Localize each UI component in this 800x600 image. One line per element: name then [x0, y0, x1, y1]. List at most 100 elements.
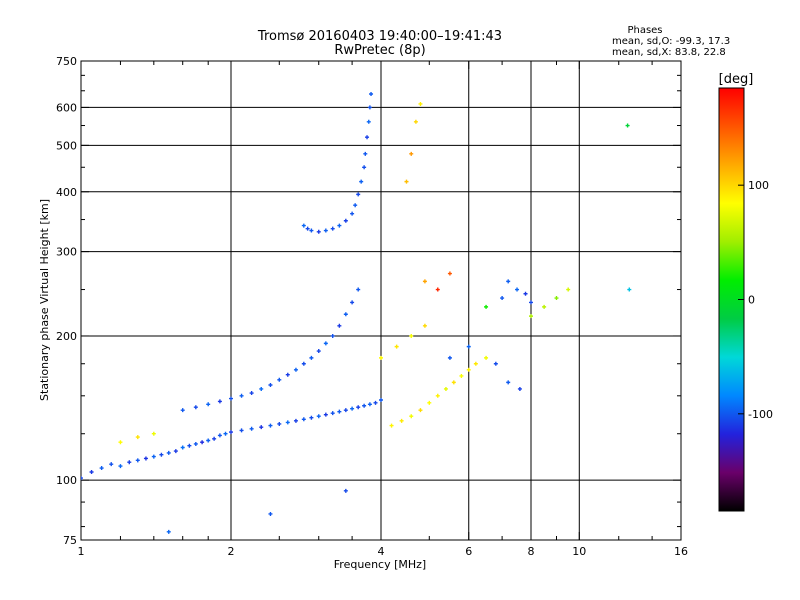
echo-point — [173, 449, 178, 454]
echo-point — [353, 203, 358, 208]
echo-point — [350, 300, 355, 305]
x-axis-label: Frequency [MHz] — [334, 558, 426, 571]
echo-point — [367, 105, 372, 110]
echo-point — [212, 436, 217, 441]
echo-point — [277, 421, 282, 426]
echo-point — [409, 151, 414, 156]
echo-point — [223, 431, 228, 436]
echo-point — [330, 411, 335, 416]
echo-point — [135, 435, 140, 440]
echo-point — [330, 226, 335, 231]
x-tick-label: 6 — [465, 545, 472, 558]
x-tick-label: 16 — [674, 545, 688, 558]
echo-point — [309, 355, 314, 360]
echo-point — [435, 287, 440, 292]
axis-tick-labels: 1 2 4 6 8 10 16 75 100 200 300 400 500 600 750 — [56, 55, 688, 558]
echo-point — [356, 192, 361, 197]
echo-point — [135, 458, 140, 463]
echo-point — [285, 372, 290, 377]
echo-point — [356, 405, 361, 410]
echo-point — [229, 396, 233, 401]
echo-point — [409, 414, 414, 419]
echo-point — [404, 179, 409, 184]
echo-point — [337, 409, 342, 414]
y-axis-label: Stationary phase Virtual Height [km] — [38, 199, 51, 401]
echo-point — [206, 438, 211, 443]
echo-point — [143, 456, 148, 461]
echo-point — [443, 386, 448, 391]
echo-point — [379, 355, 383, 360]
echo-point — [409, 333, 414, 338]
x-tick-label: 10 — [572, 545, 586, 558]
echo-point — [473, 361, 478, 366]
echo-point — [316, 229, 321, 234]
echo-point — [293, 418, 298, 423]
echo-point — [466, 367, 471, 372]
echo-point — [459, 373, 464, 378]
echo-point — [343, 218, 348, 223]
echo-point — [515, 287, 520, 292]
phase-stats-o: mean, sd,O: -99.3, 17.3 — [612, 36, 730, 47]
echo-point — [268, 382, 273, 387]
x-tick-label: 8 — [528, 545, 535, 558]
y-tick-label: 600 — [56, 101, 77, 114]
echo-point — [166, 450, 171, 455]
echo-point — [151, 454, 156, 459]
colorbar-tick-label: -100 — [748, 408, 773, 421]
axis-ticks — [80, 60, 682, 541]
echo-point — [523, 291, 528, 296]
echo-point — [394, 344, 399, 349]
echo-point — [301, 361, 306, 366]
echo-point — [466, 344, 471, 349]
echo-point — [268, 511, 273, 516]
echo-point — [277, 377, 282, 382]
echo-point — [379, 398, 383, 403]
echo-point — [373, 400, 378, 405]
echo-point — [418, 408, 423, 413]
echo-point — [305, 226, 310, 231]
echo-point — [343, 488, 348, 493]
echo-point — [293, 367, 298, 372]
echo-point — [206, 402, 211, 407]
echo-point — [447, 271, 452, 276]
echo-point — [422, 279, 427, 284]
echo-point — [285, 420, 290, 425]
y-tick-label: 300 — [56, 246, 77, 259]
echo-point — [435, 393, 440, 398]
echo-point — [350, 406, 355, 411]
data-points — [81, 91, 632, 534]
y-tick-label: 200 — [56, 330, 77, 343]
echo-point — [542, 304, 547, 309]
echo-point — [484, 304, 489, 309]
x-tick-label: 1 — [78, 545, 85, 558]
colorbar-unit: [deg] — [719, 72, 754, 87]
x-tick-label: 2 — [228, 545, 235, 558]
echo-point — [259, 425, 264, 430]
echo-point — [350, 211, 355, 216]
echo-point — [151, 431, 156, 436]
chart-subtitle: RwPretec (8p) — [334, 43, 425, 58]
echo-point — [529, 314, 533, 319]
echo-point — [268, 423, 273, 428]
colorbar-tick-label: 0 — [748, 294, 755, 307]
echo-point — [99, 466, 104, 471]
echo-point — [422, 323, 427, 328]
echo-point — [309, 415, 314, 420]
chart-title: Tromsø 20160403 19:40:00–19:41:43 — [257, 29, 502, 44]
echo-point — [356, 287, 361, 292]
echo-point — [627, 287, 632, 292]
echo-point — [451, 380, 456, 385]
echo-point — [500, 296, 505, 301]
echo-point — [217, 433, 222, 438]
echo-point — [118, 440, 123, 445]
echo-point — [180, 445, 185, 450]
echo-point — [359, 179, 364, 184]
echo-point — [413, 119, 418, 124]
echo-point — [343, 408, 348, 413]
echo-point — [343, 312, 348, 317]
echo-point — [81, 476, 83, 481]
y-tick-label: 750 — [56, 55, 77, 68]
echo-point — [363, 151, 368, 156]
echo-point — [239, 393, 244, 398]
